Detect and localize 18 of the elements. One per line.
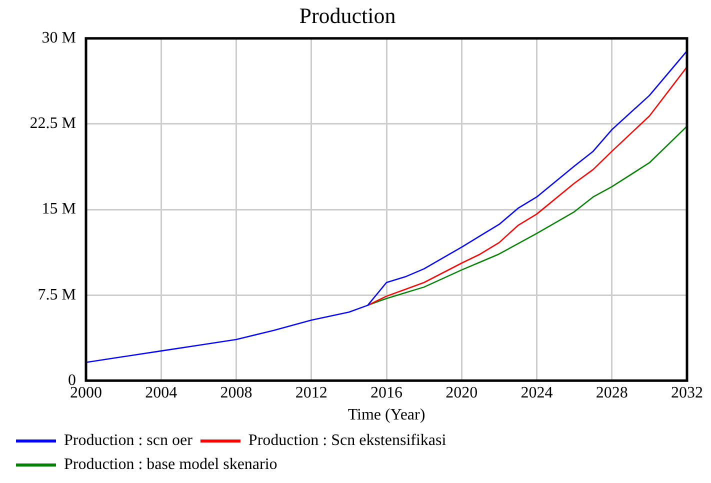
- x-tick-label: 2012: [295, 384, 328, 402]
- chart-title: Production: [299, 2, 396, 28]
- x-tick-label: 2016: [370, 384, 402, 402]
- legend-label: Production : scn oer: [64, 432, 194, 450]
- y-tick-label: 30 M: [42, 30, 76, 47]
- x-axis-title: Time (Year): [348, 406, 426, 424]
- legend-label: Production : base model skenario: [64, 456, 278, 474]
- x-tick-label: 2008: [220, 384, 252, 402]
- x-tick-label: 2000: [70, 384, 102, 402]
- legend-label: Production : Scn ekstensifikasi: [248, 432, 447, 450]
- y-tick-label: 15 M: [42, 200, 76, 218]
- x-tick-label: 2020: [446, 384, 478, 402]
- x-tick-label: 2028: [596, 384, 628, 402]
- x-tick-label: 2024: [520, 384, 553, 402]
- x-tick-label: 2004: [145, 384, 178, 402]
- y-tick-label: 22.5 M: [30, 115, 76, 132]
- x-tick-label: 2032: [671, 384, 703, 402]
- y-tick-label: 7.5 M: [38, 286, 76, 304]
